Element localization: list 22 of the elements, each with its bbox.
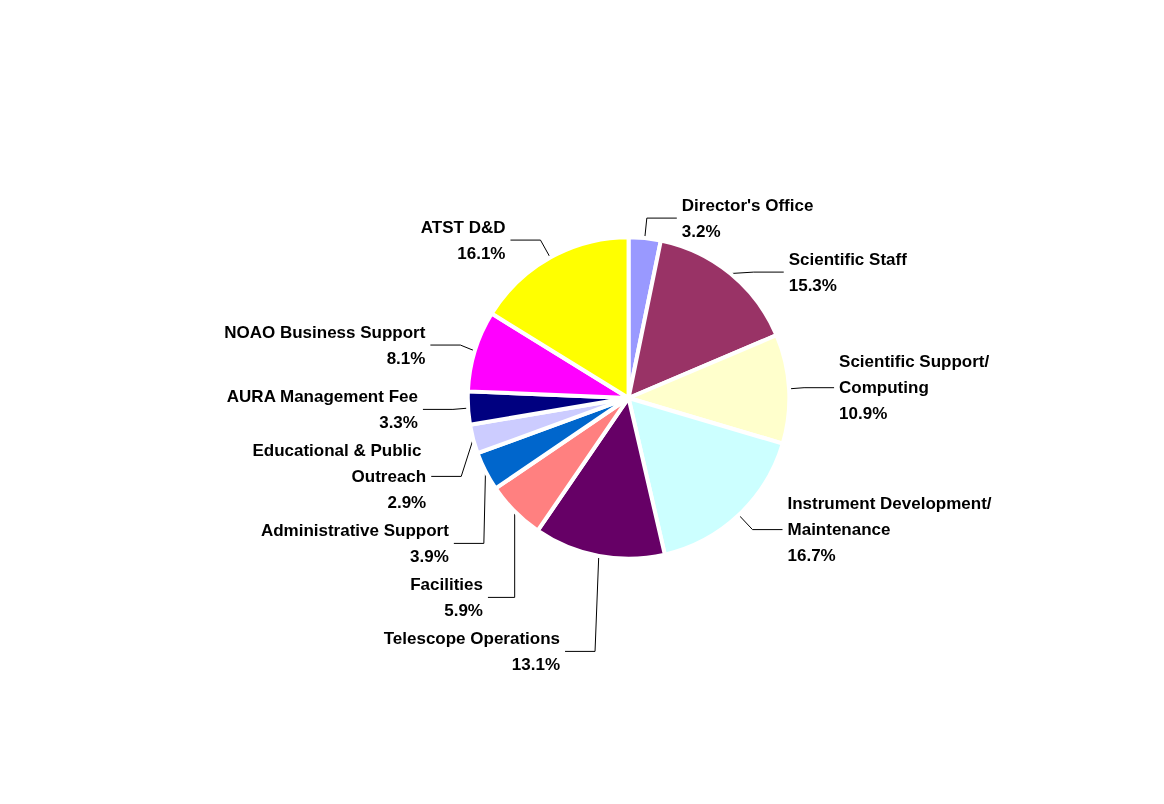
data-label: 2.9%	[387, 492, 427, 512]
data-label: 16.1%	[457, 243, 506, 263]
data-label: 5.9%	[444, 600, 483, 620]
slice-label: Telescope Operations	[383, 628, 561, 648]
data-label: 10.9%	[839, 404, 888, 424]
data-label: 15.3%	[788, 275, 837, 295]
data-label: 8.1%	[386, 348, 426, 368]
slice-label: Scientific Staff	[788, 249, 908, 269]
slice-label: Educational & Public Outreach	[252, 440, 427, 486]
slice-label: Scientific Support/Computing	[839, 352, 990, 398]
data-label: 3.3%	[379, 412, 418, 432]
slice-label: Facilities	[410, 574, 483, 594]
slice-label: Instrument Development/Maintenance	[787, 494, 992, 540]
slice-label: Administrative Support	[260, 520, 450, 540]
slice-label: AURA Management Fee	[226, 386, 418, 406]
slice-label: NOAO Business Support	[224, 322, 426, 342]
slice-label: ATST D&D	[420, 217, 506, 237]
data-label: 13.1%	[511, 654, 561, 674]
data-label: 16.7%	[787, 546, 836, 566]
slice-label: Director's Office	[681, 195, 814, 215]
data-label: 3.9%	[410, 546, 449, 566]
data-label: 3.2%	[681, 221, 721, 241]
